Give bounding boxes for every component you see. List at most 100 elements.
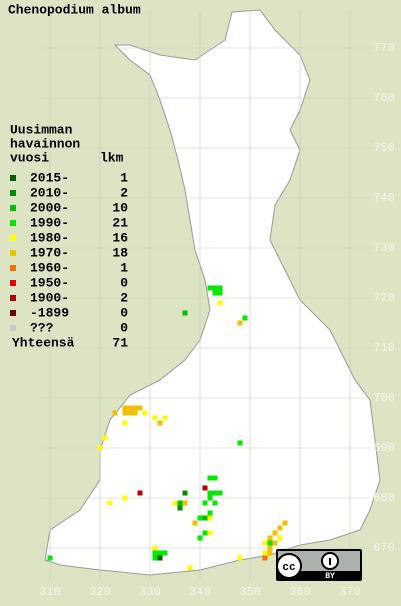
x-label: 360 xyxy=(289,585,311,599)
occurrence xyxy=(192,520,198,526)
occurrence xyxy=(152,555,158,561)
occurrence xyxy=(137,490,143,496)
x-label: 370 xyxy=(339,585,361,599)
occurrence xyxy=(182,500,188,506)
occurrence xyxy=(217,290,223,296)
legend-label: 2000- xyxy=(30,200,69,215)
legend-swatch xyxy=(10,310,16,316)
legend-label: 2015- xyxy=(30,170,69,185)
occurrence xyxy=(122,420,128,426)
occurrence xyxy=(217,490,223,496)
occurrence xyxy=(217,300,223,306)
occurrence xyxy=(212,475,218,481)
cc-text: cc xyxy=(282,562,295,574)
occurrence xyxy=(197,515,203,521)
legend-swatch xyxy=(10,280,16,286)
grid: 310 320 330 340 350 360 370 770 760 750 740 730 720 7… xyxy=(39,10,395,599)
occurrence xyxy=(132,405,138,411)
occurrence xyxy=(272,530,278,536)
occurrence xyxy=(122,410,128,416)
y-label: 770 xyxy=(373,41,395,55)
occurrence xyxy=(212,290,218,296)
occurrence xyxy=(212,500,218,506)
occurrence xyxy=(102,435,108,441)
occurrence xyxy=(107,500,113,506)
legend-header: havainnon xyxy=(10,136,80,151)
legend-count: 0 xyxy=(120,305,128,320)
total-count: 71 xyxy=(112,335,128,350)
legend-count: 18 xyxy=(112,245,128,260)
occurrence xyxy=(202,485,208,491)
occurrence xyxy=(262,550,268,556)
total-label: Yhteensä xyxy=(12,335,75,350)
legend-label: 1980- xyxy=(30,230,69,245)
y-label: 730 xyxy=(373,241,395,255)
legend-swatch xyxy=(10,250,16,256)
occurrence xyxy=(182,490,188,496)
occurrence xyxy=(202,500,208,506)
x-label: 310 xyxy=(39,585,61,599)
legend-swatch xyxy=(10,235,16,241)
y-label: 750 xyxy=(373,141,395,155)
occurrence xyxy=(267,545,273,551)
occurrence xyxy=(172,500,178,506)
occurrence xyxy=(152,415,158,421)
legend-label: 1950- xyxy=(30,275,69,290)
legend-count: 16 xyxy=(112,230,128,245)
occurrence xyxy=(207,495,213,501)
occurrence xyxy=(142,410,148,416)
legend-count: 0 xyxy=(120,320,128,335)
legend-swatch xyxy=(10,205,16,211)
x-label: 330 xyxy=(139,585,161,599)
occurrence xyxy=(212,285,218,291)
legend-count: 21 xyxy=(112,215,128,230)
y-label: 720 xyxy=(373,291,395,305)
legend-swatch xyxy=(10,220,16,226)
legend-swatch xyxy=(10,265,16,271)
y-label: 740 xyxy=(373,191,395,205)
y-label: 670 xyxy=(373,541,395,555)
legend-label: 2010- xyxy=(30,185,69,200)
occurrence xyxy=(267,540,273,546)
occurrence xyxy=(237,440,243,446)
occurrence xyxy=(217,285,223,291)
occurrence xyxy=(207,515,213,521)
occurrence xyxy=(212,490,218,496)
y-label: 760 xyxy=(373,91,395,105)
y-label: 690 xyxy=(373,441,395,455)
occurrence xyxy=(47,555,53,561)
occurrence xyxy=(262,540,268,546)
by-text: BY xyxy=(325,572,335,581)
occurrence xyxy=(177,500,183,506)
occurrence xyxy=(267,535,273,541)
occurrence xyxy=(187,565,193,571)
occurrence xyxy=(207,490,213,496)
legend-count-header: lkm xyxy=(100,150,124,165)
y-label: 680 xyxy=(373,491,395,505)
legend-label: 1970- xyxy=(30,245,69,260)
x-label: 350 xyxy=(239,585,261,599)
legend-swatch xyxy=(10,295,16,301)
occurrence xyxy=(127,410,133,416)
occurrence xyxy=(242,315,248,321)
legend-count: 0 xyxy=(120,275,128,290)
occurrence xyxy=(272,540,278,546)
legend-label: 1960- xyxy=(30,260,69,275)
legend-count: 1 xyxy=(120,170,128,185)
legend-label: 1900- xyxy=(30,290,69,305)
occurrence xyxy=(207,475,213,481)
occurrence xyxy=(262,555,268,561)
legend-swatch xyxy=(10,190,16,196)
occurrence xyxy=(207,530,213,536)
occurrence xyxy=(152,550,158,556)
occurrence xyxy=(202,515,208,521)
occurrence xyxy=(132,410,138,416)
occurrence xyxy=(137,405,143,411)
legend-count: 2 xyxy=(120,290,128,305)
occurrence xyxy=(157,550,163,556)
occurrence xyxy=(182,310,188,316)
occurrence xyxy=(157,420,163,426)
